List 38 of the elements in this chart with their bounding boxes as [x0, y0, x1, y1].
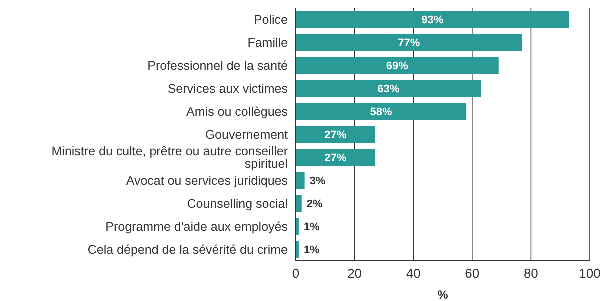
x-tick-label: 100 [579, 266, 601, 282]
data-label: 1% [304, 221, 320, 234]
y-tick-label: Services aux victimes [168, 82, 288, 96]
data-label: 58% [370, 106, 392, 118]
x-axis-title: % [438, 288, 449, 301]
y-tick-label: Ministre du culte, prêtre ou autre conseiller spirituel [52, 144, 288, 172]
y-tick-label: Famille [248, 36, 288, 50]
data-label: 63% [378, 83, 400, 96]
bar [296, 149, 376, 166]
data-label: 93% [422, 14, 444, 26]
data-label: 2% [306, 198, 323, 210]
x-tick-label: 0 [292, 266, 300, 282]
bar [296, 34, 522, 51]
y-tick-label: Cela dépend de la sévérité du crime [88, 242, 288, 257]
x-tick-label: 40 [406, 266, 421, 282]
bar [296, 103, 467, 120]
data-label: 69% [386, 60, 409, 72]
y-tick-label: Police [254, 12, 288, 27]
x-tick-label: 20 [348, 266, 362, 282]
y-tick-label: Counselling social [187, 196, 288, 211]
bar [296, 172, 305, 189]
data-label: 77% [398, 37, 420, 50]
x-tick-label: 80 [524, 266, 538, 282]
y-tick-label: Amis ou collègues [186, 104, 288, 119]
data-label: 27% [324, 152, 347, 164]
y-tick-label: Programme d'aide aux employés [106, 220, 288, 234]
bar [296, 11, 570, 28]
bar [296, 126, 376, 143]
y-tick-label: Professionnel de la santé [148, 58, 288, 73]
bar [296, 57, 499, 74]
data-label: 1% [304, 244, 320, 256]
y-tick-label: Gouvernement [205, 128, 289, 142]
bar [296, 80, 482, 97]
data-label: 27% [324, 129, 347, 142]
x-tick-label: 60 [465, 266, 480, 282]
y-tick-label: Avocat ou services juridiques [126, 174, 288, 188]
data-label: 3% [310, 175, 326, 188]
bar [296, 195, 302, 212]
